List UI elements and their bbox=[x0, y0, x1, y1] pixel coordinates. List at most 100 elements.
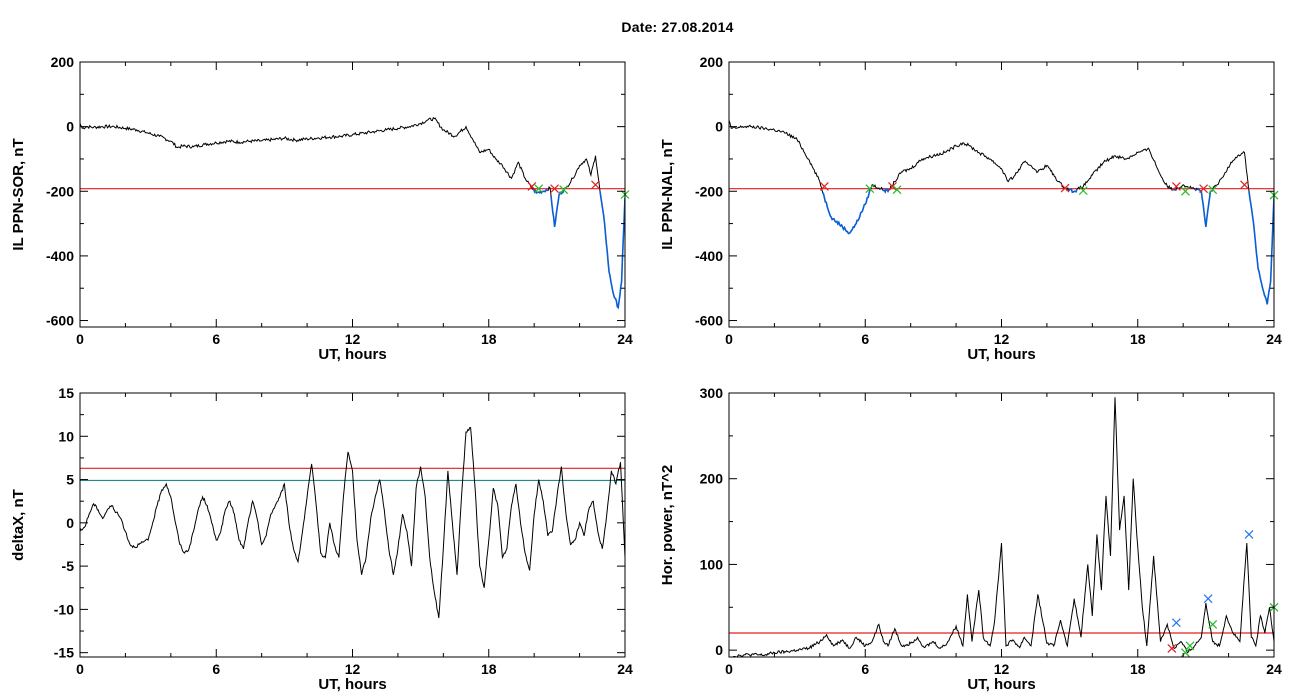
x-tick-label: 0 bbox=[725, 661, 733, 677]
x-axis-label: UT, hours bbox=[967, 676, 1035, 693]
x-tick-label: 12 bbox=[345, 331, 361, 347]
x-axis-label: UT, hours bbox=[318, 346, 386, 363]
y-tick-label: 5 bbox=[66, 472, 74, 488]
x-tick-label: 6 bbox=[212, 661, 220, 677]
event-marker bbox=[865, 184, 875, 194]
event-marker bbox=[527, 181, 537, 191]
x-tick-label: 24 bbox=[617, 331, 633, 347]
y-tick-label: 0 bbox=[66, 119, 74, 135]
x-tick-label: 0 bbox=[76, 661, 84, 677]
y-tick-label: -200 bbox=[46, 183, 74, 199]
x-tick-label: 6 bbox=[212, 331, 220, 347]
y-tick-label: 0 bbox=[66, 515, 74, 531]
panel-deltax: 0 6 12 18 24 -15 -10 -5 0 5 10 15 UT, hours deltaX, n… bbox=[10, 385, 633, 693]
event-marker bbox=[1208, 620, 1218, 629]
x-tick-label: 0 bbox=[76, 331, 84, 347]
event-marker-stroke bbox=[527, 181, 537, 191]
panel-il-ppn-sor: 0 6 12 18 24 -600 -400 -200 0 200 UT, hours IL PPN-… bbox=[10, 54, 633, 363]
y-axis-label: IL PPN-NAL, nT bbox=[659, 139, 676, 250]
event-marker bbox=[1078, 186, 1088, 196]
event-marker-stroke bbox=[534, 184, 544, 194]
event-marker-stroke bbox=[1171, 181, 1181, 191]
event-marker bbox=[1171, 181, 1181, 191]
event-marker bbox=[1199, 184, 1209, 194]
plot-frame bbox=[79, 392, 626, 658]
panel-il-ppn-nal: 0 6 12 18 24 -600 -400 -200 0 200 UT, hours IL PPN-… bbox=[659, 54, 1282, 363]
event-marker-stroke bbox=[1199, 184, 1209, 194]
x-tick-label: 24 bbox=[1266, 331, 1282, 347]
x-tick-label: 6 bbox=[861, 661, 869, 677]
y-axis-label: deltaX, nT bbox=[10, 489, 27, 561]
event-marker-stroke bbox=[819, 181, 829, 191]
y-axis-label: IL PPN-SOR, nT bbox=[10, 138, 27, 250]
plot-area bbox=[80, 427, 625, 619]
x-tick-label: 12 bbox=[994, 661, 1010, 677]
x-tick-label: 12 bbox=[345, 661, 361, 677]
y-axis-label: Hor. power, nT^2 bbox=[659, 465, 676, 585]
plot-area bbox=[729, 397, 1274, 657]
x-tick-label: 24 bbox=[1266, 661, 1282, 677]
below-threshold-segment bbox=[821, 187, 1274, 305]
y-tick-label: -200 bbox=[695, 183, 723, 199]
event-marker-stroke bbox=[1240, 180, 1249, 190]
x-tick-label: 18 bbox=[1130, 331, 1146, 347]
y-tick-label: 0 bbox=[715, 642, 723, 658]
event-marker-stroke bbox=[1185, 641, 1195, 651]
event-marker-stroke bbox=[1181, 186, 1190, 196]
event-marker bbox=[1208, 185, 1218, 195]
x-tick-label: 12 bbox=[994, 331, 1010, 347]
event-marker bbox=[550, 184, 560, 194]
event-marker bbox=[591, 180, 600, 190]
event-marker-stroke bbox=[1208, 620, 1218, 629]
event-marker-stroke bbox=[1244, 530, 1254, 539]
event-marker bbox=[1240, 180, 1249, 190]
x-axis-label: UT, hours bbox=[318, 676, 386, 693]
event-marker-stroke bbox=[1078, 186, 1088, 196]
event-marker bbox=[1171, 618, 1181, 628]
plot-area bbox=[729, 120, 1274, 305]
event-marker-stroke bbox=[591, 180, 600, 190]
y-tick-label: 15 bbox=[58, 385, 74, 401]
event-marker bbox=[1181, 186, 1190, 196]
y-tick-label: -5 bbox=[62, 558, 75, 574]
x-tick-label: 0 bbox=[725, 331, 733, 347]
y-tick-label: -400 bbox=[46, 248, 74, 264]
event-marker bbox=[888, 181, 897, 191]
event-marker bbox=[1060, 183, 1070, 193]
y-tick-label: 10 bbox=[58, 428, 74, 444]
event-marker-stroke bbox=[1208, 185, 1218, 195]
data-series-line bbox=[80, 427, 625, 619]
event-marker-stroke bbox=[888, 181, 897, 191]
event-marker-stroke bbox=[865, 184, 875, 194]
y-tick-label: 0 bbox=[715, 119, 723, 135]
event-marker bbox=[1167, 644, 1177, 653]
event-marker-stroke bbox=[892, 185, 902, 195]
below-threshold-segment bbox=[532, 188, 625, 310]
y-tick-label: 200 bbox=[700, 54, 724, 70]
y-tick-label: -600 bbox=[695, 313, 723, 329]
x-tick-label: 18 bbox=[1130, 661, 1146, 677]
event-marker-stroke bbox=[1060, 183, 1070, 193]
event-marker bbox=[1203, 594, 1213, 604]
event-marker bbox=[534, 184, 544, 194]
event-marker bbox=[1185, 641, 1195, 651]
plot-area bbox=[80, 116, 625, 310]
y-tick-label: 200 bbox=[51, 54, 75, 70]
y-tick-label: 200 bbox=[700, 471, 724, 487]
y-tick-label: 100 bbox=[700, 556, 724, 572]
event-marker-stroke bbox=[1171, 618, 1181, 628]
plot-frame bbox=[79, 61, 626, 328]
x-tick-label: 6 bbox=[861, 331, 869, 347]
event-marker-stroke bbox=[1203, 594, 1213, 604]
page-title: Date: 27.08.2014 bbox=[621, 19, 734, 35]
plot-frame bbox=[728, 392, 1275, 658]
y-tick-label: 300 bbox=[700, 385, 724, 401]
panel-hor-power: 0 6 12 18 24 0 100 200 300 UT, hours Hor. power, n… bbox=[659, 385, 1282, 693]
x-tick-label: 18 bbox=[481, 661, 497, 677]
y-tick-label: -10 bbox=[54, 601, 74, 617]
event-marker-stroke bbox=[550, 184, 560, 194]
event-marker bbox=[1244, 530, 1254, 539]
event-marker-stroke bbox=[1167, 644, 1177, 653]
plot-frame bbox=[728, 61, 1275, 328]
